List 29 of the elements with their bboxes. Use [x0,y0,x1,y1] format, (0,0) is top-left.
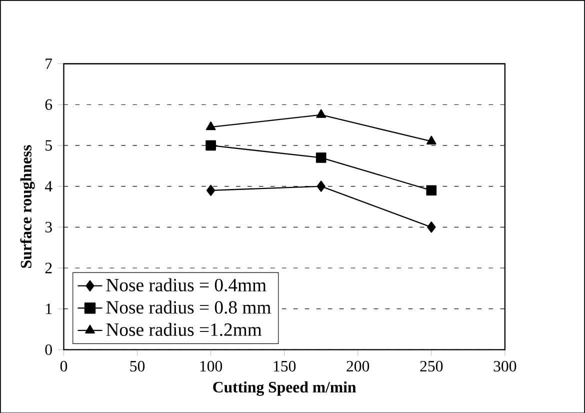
x-tick-label: 0 [60,360,68,372]
x-tick-label: 200 [346,360,370,372]
point [316,152,326,163]
y-tick-label: 1 [46,303,52,314]
x-tick-label: 300 [494,360,516,372]
x-tick-label: 50 [130,360,145,372]
x-axis-title: Cutting Speed m/min [213,381,356,396]
x-tick-label: 100 [200,360,222,372]
y-tick-label: 0 [45,344,52,355]
x-tick-label: 250 [420,360,443,372]
point [426,136,436,144]
x-tick-label: 150 [274,360,296,372]
y-tick-label: 5 [46,140,52,150]
point [206,121,216,130]
y-axis-title: Surface roughness [20,144,35,268]
legend-label: Nose radius = 0.8 mm [106,300,271,314]
y-tick-label: 4 [44,180,52,192]
legend-label: Nose radius =1.2mm [106,322,262,336]
y-tick-label: 6 [45,99,52,110]
point [427,221,436,233]
point [316,180,326,192]
y-tick-label: 3 [45,222,52,232]
point [426,185,437,196]
legend-label: Nose radius = 0.4mm [106,278,266,292]
y-tick-label: 7 [46,58,52,69]
y-tick-label: 2 [45,262,52,274]
point [206,184,216,196]
point [206,140,216,150]
point [316,109,326,118]
